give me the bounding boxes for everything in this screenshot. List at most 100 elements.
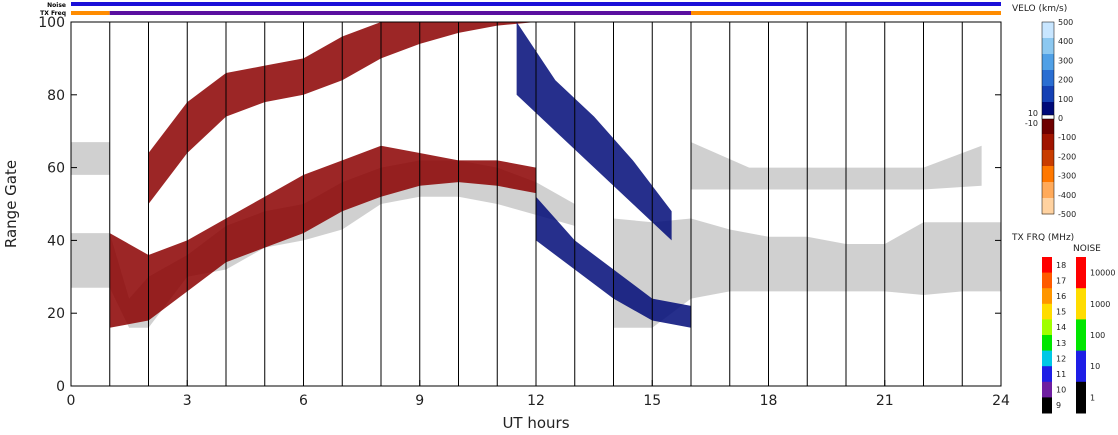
txfreq-swatch-8 [1042, 381, 1052, 398]
velocity-colorbar-label-4: 100 [1058, 95, 1073, 104]
velocity-swatch-10 [1042, 182, 1054, 199]
hour-lines [109, 22, 963, 386]
x-tick-label-0: 0 [67, 393, 76, 409]
y-axis-label: Range Gate [2, 160, 20, 248]
y-axis: 0 20 40 60 80 100 [38, 15, 1001, 395]
txfreq-swatch-1 [1042, 272, 1052, 289]
x-tick-label-21: 21 [876, 393, 894, 409]
txfreq-colorbar-label-9: 9 [1056, 401, 1061, 410]
noise-colorbar-label-3: 10 [1090, 362, 1100, 371]
noise-colorbar-swatches [1076, 257, 1086, 414]
txfreq-colorbar-label-1: 17 [1056, 276, 1066, 285]
txfreq-colorbar-label-6: 12 [1056, 354, 1066, 363]
velocity-swatch-3 [1042, 70, 1054, 87]
noise-colorbar-label-2: 100 [1090, 331, 1105, 340]
txfreq-swatch-4 [1042, 319, 1052, 336]
txfreq-bar-segment-0 [71, 11, 110, 15]
txfreq-swatch-7 [1042, 366, 1052, 383]
status-bars: Noise TX Freq [40, 2, 1001, 17]
txfreq-colorbar-labels: 18 17 16 15 14 13 12 11 10 9 [1056, 261, 1066, 410]
y-tick-label-80: 80 [47, 88, 65, 104]
velocity-colorbar-mid-label-1: -10 [1025, 119, 1038, 128]
negative-velocity-band-0 [109, 145, 536, 328]
velocity-colorbar-mid-label-0: 10 [1028, 109, 1038, 118]
velocity-swatch-11 [1042, 198, 1054, 215]
velocity-zero-band [1041, 114, 1055, 120]
noise-bar [71, 2, 1001, 6]
txfreq-bar-segment-2 [691, 11, 1001, 15]
x-tick-label-15: 15 [643, 393, 661, 409]
txfreq-swatch-9 [1042, 397, 1052, 414]
velocity-swatch-6 [1042, 118, 1054, 135]
velocity-swatch-2 [1042, 54, 1054, 71]
velocity-colorbar-label-5: 0 [1058, 114, 1063, 123]
velocity-colorbar-frame [1041, 21, 1055, 215]
noise-colorbar-label-0: 10000 [1090, 269, 1115, 278]
velocity-colorbar-title: VELO (km/s) [1012, 4, 1067, 14]
x-tick-label-24: 24 [992, 393, 1010, 409]
velocity-swatch-1 [1042, 38, 1054, 55]
y-tick-label-100: 100 [38, 15, 65, 31]
txfreq-colorbar-label-4: 14 [1056, 323, 1066, 332]
txfreq-colorbar-label-5: 13 [1056, 339, 1066, 348]
txfreq-colorbar: TX FRQ (MHz) 18 17 16 15 14 13 12 11 10 9 [1011, 233, 1074, 414]
ground-scatter-band-1 [71, 142, 110, 175]
txfreq-bar-segment-1 [109, 11, 691, 15]
velocity-swatch-9 [1042, 166, 1054, 183]
velocity-swatch-5 [1042, 102, 1054, 119]
noise-bar-label: Noise [47, 2, 66, 9]
velocity-colorbar-label-9: -400 [1058, 191, 1076, 200]
y-tick-label-40: 40 [47, 233, 65, 249]
velocity-colorbar-label-3: 200 [1058, 76, 1073, 85]
ground-scatter-band-3 [691, 142, 982, 190]
txfreq-colorbar-label-7: 11 [1056, 370, 1066, 379]
velocity-colorbar-label-8: -300 [1058, 172, 1076, 181]
noise-colorbar-labels: 10000 1000 100 10 1 [1090, 269, 1115, 403]
velocity-colorbar: VELO (km/s) 500 400 300 200 100 0 -100 -200 -300… [1012, 4, 1076, 219]
noise-swatch-3 [1076, 350, 1086, 383]
txfreq-colorbar-label-3: 15 [1056, 308, 1066, 317]
velocity-swatch-7 [1042, 134, 1054, 151]
noise-colorbar: NOISE 10000 1000 100 10 1 [1073, 244, 1115, 414]
txfreq-colorbar-title: TX FRQ (MHz) [1011, 233, 1074, 243]
noise-swatch-1 [1076, 288, 1086, 320]
noise-colorbar-title: NOISE [1073, 244, 1101, 254]
velocity-swatch-0 [1042, 22, 1054, 39]
noise-swatch-4 [1076, 381, 1086, 414]
positive-velocity-band-1 [516, 22, 672, 241]
txfreq-bar-label: TX Freq [40, 10, 66, 17]
txfreq-colorbar-label-8: 10 [1056, 386, 1066, 395]
txfreq-bar [71, 11, 1001, 15]
velocity-colorbar-label-6: -100 [1058, 133, 1076, 142]
txfreq-colorbar-label-2: 16 [1056, 292, 1066, 301]
positive-velocity-band-0 [536, 196, 691, 328]
noise-swatch-2 [1076, 319, 1086, 352]
txfreq-swatch-3 [1042, 303, 1052, 320]
velocity-swatch-4 [1042, 86, 1054, 103]
velocity-colorbar-labels: 500 400 300 200 100 0 -100 -200 -300 -400 -500 10-1… [1025, 18, 1076, 219]
x-tick-label-3: 3 [183, 393, 192, 409]
velocity-colorbar-label-2: 300 [1058, 56, 1073, 65]
velocity-colorbar-label-0: 500 [1058, 18, 1073, 27]
velocity-colorbar-label-10: -500 [1058, 210, 1076, 219]
txfreq-swatch-2 [1042, 288, 1052, 305]
y-tick-label-20: 20 [47, 306, 65, 322]
velocity-swatch-8 [1042, 150, 1054, 167]
x-tick-label-6: 6 [299, 393, 308, 409]
txfreq-colorbar-swatches [1042, 257, 1052, 414]
txfreq-swatch-0 [1042, 257, 1052, 274]
y-tick-label-0: 0 [56, 379, 65, 395]
noise-swatch-0 [1076, 257, 1086, 289]
x-axis: 0 3 6 9 12 15 18 21 24 [67, 380, 1010, 409]
noise-colorbar-label-4: 1 [1090, 393, 1095, 402]
velocity-colorbar-label-1: 400 [1058, 37, 1073, 46]
x-axis-label: UT hours [502, 414, 569, 432]
txfreq-swatch-6 [1042, 350, 1052, 367]
txfreq-colorbar-label-0: 18 [1056, 261, 1066, 270]
x-tick-label-9: 9 [415, 393, 424, 409]
x-tick-label-18: 18 [760, 393, 778, 409]
x-tick-label-12: 12 [527, 393, 545, 409]
txfreq-swatch-5 [1042, 335, 1052, 352]
velocity-colorbar-label-7: -200 [1058, 152, 1076, 161]
